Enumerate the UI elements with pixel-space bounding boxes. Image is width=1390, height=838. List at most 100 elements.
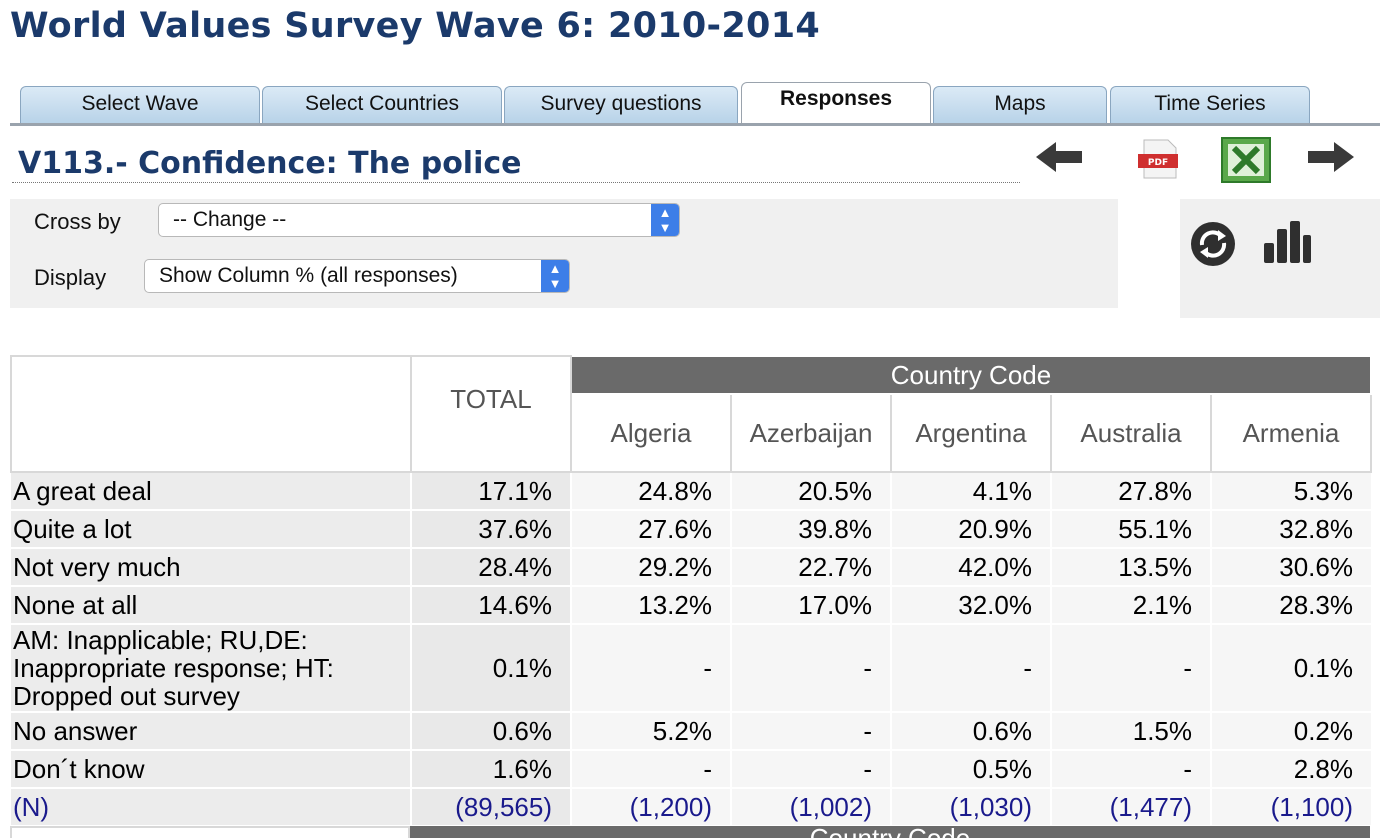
row-label: None at all [11,586,411,625]
value-cell: - [1050,624,1211,713]
tab-survey-questions[interactable]: Survey questions [504,86,738,124]
value-cell: 39.8% [730,510,891,549]
value-cell: 42.0% [890,548,1051,587]
value-cell: 5.2% [570,712,731,751]
tab-bar: Select Wave Select Countries Survey ques… [10,82,1380,126]
footer-table-corner [10,826,410,838]
tab-underline [10,123,1380,126]
tab-select-wave[interactable]: Select Wave [20,86,260,124]
n-cell: (1,477) [1050,788,1211,827]
back-arrow-icon[interactable] [1034,140,1084,174]
value-cell: - [730,712,891,751]
row-label: AM: Inapplicable; RU,DE: Inappropriate r… [11,624,411,713]
value-cell: 20.5% [730,472,891,511]
n-cell: (1,030) [890,788,1051,827]
total-cell: 0.6% [410,712,571,751]
page-title: World Values Survey Wave 6: 2010-2014 [10,6,820,46]
value-cell: - [890,624,1051,713]
n-total-cell: (89,565) [410,788,571,827]
value-cell: 29.2% [570,548,731,587]
control-panel: Cross by -- Change -- ▲ ▼ Display Show Co… [10,199,1118,308]
value-cell: - [1050,750,1211,789]
value-cell: 22.7% [730,548,891,587]
total-cell: 17.1% [410,472,571,511]
row-label: A great deal [11,472,411,511]
question-title: V113.- Confidence: The police [18,146,522,181]
value-cell: 30.6% [1210,548,1371,587]
tab-maps[interactable]: Maps [933,86,1107,124]
select-arrows-icon: ▲ ▼ [651,204,679,236]
row-label: No answer [11,712,411,751]
forward-arrow-icon[interactable] [1306,140,1356,174]
row-label: Not very much [11,548,411,587]
tab-responses[interactable]: Responses [741,82,931,124]
cross-by-value: -- Change -- [173,208,287,231]
value-cell: 32.8% [1210,510,1371,549]
table-row: Don´t know 1.6% - - 0.5% - 2.8% [11,750,1371,789]
value-cell: 32.0% [890,586,1051,625]
value-cell: 5.3% [1210,472,1371,511]
total-header: TOTAL [410,355,572,473]
display-value: Show Column % (all responses) [159,264,458,287]
bar-chart-icon[interactable] [1260,217,1312,267]
value-cell: 0.6% [890,712,1051,751]
table-row: No answer 0.6% 5.2% - 0.6% 1.5% 0.2% [11,712,1371,751]
table-corner [10,355,412,473]
table-row: (N) (89,565) (1,200) (1,002) (1,030) (1,… [11,788,1371,827]
pdf-icon[interactable]: PDF [1136,138,1182,182]
value-cell: 28.3% [1210,586,1371,625]
value-cell: 2.8% [1210,750,1371,789]
value-cell: - [730,750,891,789]
n-row-label: (N) [11,788,411,827]
svg-text:PDF: PDF [1148,158,1168,168]
row-label: Don´t know [11,750,411,789]
country-header[interactable]: Algeria [570,393,732,473]
footer-country-code-header: Country Code [410,826,1370,838]
tab-select-countries[interactable]: Select Countries [262,86,502,124]
table-row: A great deal 17.1% 24.8% 20.5% 4.1% 27.8… [11,472,1371,511]
country-code-header: Country Code [570,355,1372,395]
total-cell: 28.4% [410,548,571,587]
value-cell: 2.1% [1050,586,1211,625]
value-cell: 55.1% [1050,510,1211,549]
side-tools-panel [1180,199,1380,318]
country-header[interactable]: Armenia [1210,393,1372,473]
total-cell: 14.6% [410,586,571,625]
value-cell: 1.5% [1050,712,1211,751]
excel-icon[interactable] [1220,136,1272,184]
value-cell: 20.9% [890,510,1051,549]
value-cell: 13.5% [1050,548,1211,587]
value-cell: 24.8% [570,472,731,511]
table-row: None at all 14.6% 13.2% 17.0% 32.0% 2.1%… [11,586,1371,625]
value-cell: - [570,624,731,713]
table-row: AM: Inapplicable; RU,DE: Inappropriate r… [11,624,1371,713]
value-cell: - [730,624,891,713]
refresh-icon[interactable] [1188,219,1238,269]
country-header[interactable]: Australia [1050,393,1212,473]
value-cell: 4.1% [890,472,1051,511]
value-cell: 0.1% [1210,624,1371,713]
value-cell: 0.2% [1210,712,1371,751]
table-row: Not very much 28.4% 29.2% 22.7% 42.0% 13… [11,548,1371,587]
value-cell: 27.6% [570,510,731,549]
table-row: Quite a lot 37.6% 27.6% 39.8% 20.9% 55.1… [11,510,1371,549]
value-cell: 17.0% [730,586,891,625]
select-arrows-icon: ▲ ▼ [541,260,569,292]
n-cell: (1,002) [730,788,891,827]
cross-by-select[interactable]: -- Change -- ▲ ▼ [158,203,680,237]
n-cell: (1,100) [1210,788,1371,827]
value-cell: - [570,750,731,789]
n-cell: (1,200) [570,788,731,827]
value-cell: 0.5% [890,750,1051,789]
total-cell: 37.6% [410,510,571,549]
country-header[interactable]: Azerbaijan [730,393,892,473]
responses-table: TOTAL Country Code Algeria Azerbaijan Ar… [10,355,1372,827]
display-label: Display [34,265,107,290]
row-label: Quite a lot [11,510,411,549]
total-cell: 1.6% [410,750,571,789]
country-header[interactable]: Argentina [890,393,1052,473]
question-underline [12,182,1020,183]
total-cell: 0.1% [410,624,571,713]
display-select[interactable]: Show Column % (all responses) ▲ ▼ [144,259,570,293]
tab-time-series[interactable]: Time Series [1110,86,1310,124]
